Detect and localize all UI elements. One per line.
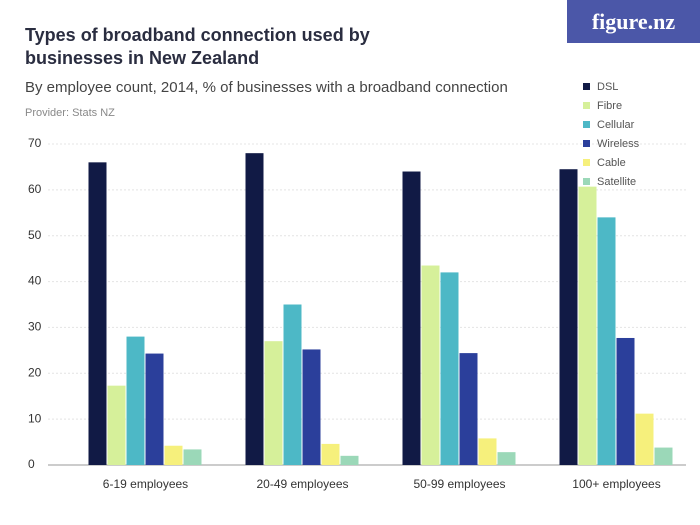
y-tick-label: 20: [28, 365, 42, 379]
bar: [321, 443, 340, 465]
bar: [283, 304, 302, 465]
legend-swatch: [583, 159, 590, 166]
bar: [597, 217, 616, 465]
y-tick-label: 40: [28, 274, 42, 288]
bar: [126, 336, 145, 465]
bar: [88, 162, 107, 466]
chart-title: Types of broadband connection used by bu…: [25, 25, 370, 68]
legend-label: Wireless: [597, 138, 640, 150]
y-tick-label: 50: [28, 228, 42, 242]
legend: DSL Fibre Cellular Wireless Cable Satellite: [583, 81, 640, 188]
bar: [616, 337, 635, 465]
legend-label: Cellular: [597, 119, 635, 131]
x-tick-label: 6-19 employees: [103, 477, 188, 491]
legend-swatch: [583, 178, 590, 185]
legend-label: Satellite: [597, 176, 636, 188]
bar: [478, 438, 497, 465]
bar: [402, 171, 421, 465]
x-tick-label: 50-99 employees: [413, 477, 505, 491]
legend-label: Fibre: [597, 100, 622, 112]
legend-swatch: [583, 83, 590, 90]
bar: [302, 349, 321, 465]
legend-swatch: [583, 140, 590, 147]
bar: [183, 449, 202, 465]
chart-subtitle: By employee count, 2014, % of businesses…: [25, 79, 508, 96]
bar: [421, 265, 440, 465]
y-tick-label: 70: [28, 136, 42, 150]
bar: [164, 445, 183, 465]
x-tick-label: 20-49 employees: [256, 477, 348, 491]
bar: [264, 341, 283, 465]
legend-swatch: [583, 121, 590, 128]
y-tick-label: 30: [28, 320, 42, 334]
bar: [459, 353, 478, 465]
bar: [145, 353, 164, 465]
x-tick-label: 100+ employees: [572, 477, 660, 491]
bar: [107, 385, 126, 465]
y-tick-label: 0: [28, 457, 35, 471]
brand-logo: figure.nz: [567, 0, 700, 43]
bar: [497, 452, 516, 465]
bar: [340, 455, 359, 465]
bar: [245, 153, 264, 465]
provider: Provider: Stats NZ: [25, 107, 115, 119]
bar: [635, 413, 654, 465]
legend-label: DSL: [597, 81, 618, 93]
legend-label: Cable: [597, 157, 626, 169]
y-tick-label: 10: [28, 411, 42, 425]
y-tick-label: 60: [28, 182, 42, 196]
legend-swatch: [583, 102, 590, 109]
bar: [578, 186, 597, 465]
bar: [654, 447, 673, 465]
bar: [559, 169, 578, 465]
bar: [440, 272, 459, 465]
